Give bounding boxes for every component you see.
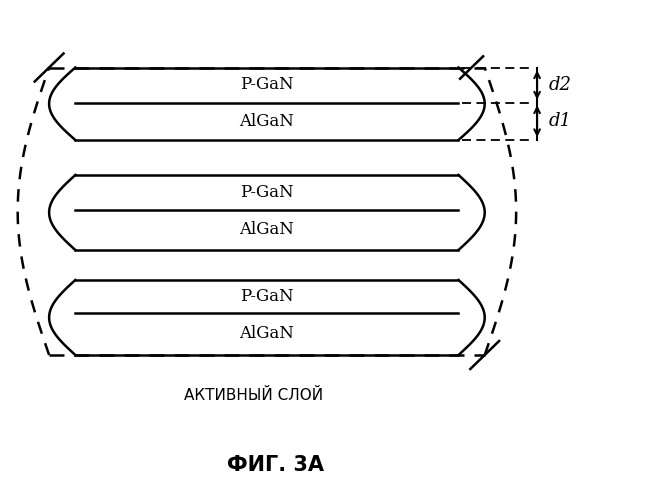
Text: AlGaN: AlGaN — [240, 325, 294, 342]
Text: d2: d2 — [549, 76, 572, 94]
Text: P-GaN: P-GaN — [240, 288, 293, 304]
Text: AlGaN: AlGaN — [240, 222, 294, 238]
Text: ФИГ. 3А: ФИГ. 3А — [227, 455, 324, 475]
Text: P-GaN: P-GaN — [240, 184, 293, 201]
Text: P-GaN: P-GaN — [240, 76, 293, 94]
Text: АКТИВНЫЙ СЛОЙ: АКТИВНЫЙ СЛОЙ — [184, 388, 324, 402]
Text: AlGaN: AlGaN — [240, 112, 294, 130]
Text: d1: d1 — [549, 112, 572, 130]
